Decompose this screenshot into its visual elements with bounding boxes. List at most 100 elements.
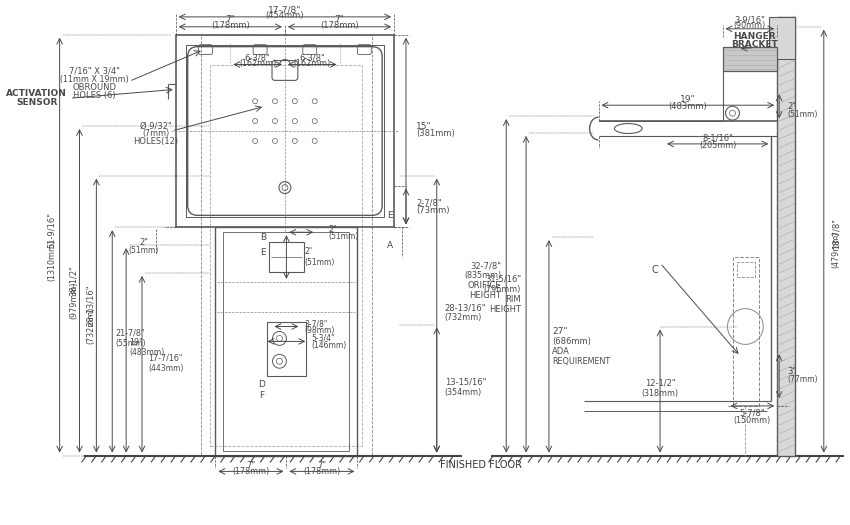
Text: (483mm): (483mm) bbox=[668, 102, 707, 111]
Bar bbox=[722, 47, 777, 71]
Text: ADA: ADA bbox=[552, 347, 570, 356]
Text: SENSOR: SENSOR bbox=[16, 98, 58, 107]
Text: 2": 2" bbox=[787, 102, 796, 111]
Text: 8-1/16": 8-1/16" bbox=[702, 133, 733, 142]
Text: E: E bbox=[387, 211, 393, 220]
Text: BRACKET: BRACKET bbox=[732, 40, 779, 49]
Text: FINISHED FLOOR: FINISHED FLOOR bbox=[440, 460, 523, 470]
Text: (77mm): (77mm) bbox=[787, 375, 818, 384]
Text: 28-13/16": 28-13/16" bbox=[445, 303, 486, 312]
Text: B: B bbox=[261, 233, 267, 242]
Text: (732mm): (732mm) bbox=[86, 307, 95, 344]
Text: A: A bbox=[387, 240, 394, 249]
Text: (7mm): (7mm) bbox=[142, 130, 169, 139]
Text: (835mm): (835mm) bbox=[464, 271, 501, 280]
Text: 51-9/16": 51-9/16" bbox=[48, 212, 56, 248]
Text: (1310mm): (1310mm) bbox=[48, 239, 56, 281]
Text: (162mm): (162mm) bbox=[293, 59, 331, 68]
Text: 2": 2" bbox=[328, 225, 337, 234]
Bar bbox=[738, 262, 756, 277]
Text: 5-3/4": 5-3/4" bbox=[311, 334, 335, 343]
Text: (51mm): (51mm) bbox=[328, 232, 359, 240]
Bar bbox=[176, 35, 394, 227]
Bar bbox=[201, 35, 372, 456]
Text: 21-7/8": 21-7/8" bbox=[116, 329, 144, 338]
Text: (55mm): (55mm) bbox=[116, 339, 145, 348]
Text: (51mm): (51mm) bbox=[787, 110, 818, 119]
Bar bbox=[215, 227, 357, 456]
Text: C: C bbox=[652, 265, 659, 275]
Text: (381mm): (381mm) bbox=[416, 130, 455, 139]
Text: ORIFICE: ORIFICE bbox=[468, 281, 502, 290]
Bar bbox=[224, 232, 349, 450]
Bar bbox=[769, 17, 795, 59]
Text: (483mm): (483mm) bbox=[129, 348, 164, 357]
Text: 19": 19" bbox=[680, 94, 695, 104]
Text: 7": 7" bbox=[246, 461, 256, 470]
Text: (98mm): (98mm) bbox=[304, 326, 335, 335]
Text: (90mm): (90mm) bbox=[734, 22, 766, 30]
Text: 6-3/8": 6-3/8" bbox=[299, 53, 325, 62]
Text: (178mm): (178mm) bbox=[232, 467, 269, 476]
Bar bbox=[185, 45, 384, 217]
Text: REQUIREMENT: REQUIREMENT bbox=[552, 357, 610, 366]
Text: 19": 19" bbox=[129, 338, 143, 347]
Text: D: D bbox=[258, 380, 265, 388]
Text: 5-7/8": 5-7/8" bbox=[740, 408, 765, 417]
Text: 7/16" X 3/4": 7/16" X 3/4" bbox=[69, 67, 120, 76]
Text: 38-1/2": 38-1/2" bbox=[69, 266, 78, 296]
Bar bbox=[267, 321, 306, 376]
Text: 2": 2" bbox=[139, 238, 149, 247]
Text: 17-7/16": 17-7/16" bbox=[148, 354, 183, 363]
Text: RIM: RIM bbox=[506, 295, 521, 304]
Bar bbox=[269, 242, 304, 272]
Text: (479mm): (479mm) bbox=[832, 230, 841, 268]
Text: (443mm): (443mm) bbox=[148, 364, 184, 373]
Text: HEIGHT: HEIGHT bbox=[469, 291, 502, 300]
Text: F: F bbox=[259, 392, 264, 401]
Text: (51mm): (51mm) bbox=[129, 246, 159, 255]
Text: HEIGHT: HEIGHT bbox=[489, 304, 521, 313]
Text: 32-7/8": 32-7/8" bbox=[470, 261, 502, 270]
Text: Ø 9/32": Ø 9/32" bbox=[140, 122, 172, 131]
Ellipse shape bbox=[615, 123, 643, 133]
Text: (11mm X 19mm): (11mm X 19mm) bbox=[60, 75, 128, 84]
Text: (205mm): (205mm) bbox=[699, 141, 736, 150]
Text: E: E bbox=[261, 248, 266, 257]
Text: (150mm): (150mm) bbox=[734, 416, 771, 425]
Text: 31-5/16": 31-5/16" bbox=[485, 275, 521, 284]
Text: (146mm): (146mm) bbox=[311, 341, 347, 350]
Text: ACTIVATION: ACTIVATION bbox=[7, 89, 67, 98]
Text: 2-7/8": 2-7/8" bbox=[416, 199, 441, 208]
Text: (73mm): (73mm) bbox=[416, 206, 450, 215]
Bar bbox=[722, 47, 777, 71]
Text: HOLES(12): HOLES(12) bbox=[133, 138, 178, 146]
Text: 7": 7" bbox=[225, 15, 235, 24]
Text: (178mm): (178mm) bbox=[303, 467, 341, 476]
Bar bbox=[211, 65, 362, 446]
Text: 7": 7" bbox=[317, 461, 326, 470]
Text: 28-13/16": 28-13/16" bbox=[86, 285, 95, 327]
Text: 3-7/8": 3-7/8" bbox=[304, 319, 327, 328]
Text: 12-1/2": 12-1/2" bbox=[645, 379, 676, 387]
Text: 17-7/8": 17-7/8" bbox=[269, 5, 302, 14]
Bar bbox=[734, 257, 759, 406]
Text: 3-9/16": 3-9/16" bbox=[734, 15, 765, 24]
Text: 13-15/16": 13-15/16" bbox=[445, 377, 486, 386]
Text: 18-7/8": 18-7/8" bbox=[832, 218, 841, 249]
Text: HANGER: HANGER bbox=[734, 32, 776, 41]
Text: HOLES (6): HOLES (6) bbox=[73, 91, 116, 100]
Bar bbox=[777, 17, 795, 456]
Text: (979mm): (979mm) bbox=[69, 282, 78, 319]
Text: (178mm): (178mm) bbox=[211, 22, 250, 30]
Text: 2"
(51mm): 2" (51mm) bbox=[304, 247, 335, 267]
Text: 15": 15" bbox=[416, 122, 432, 131]
Text: (318mm): (318mm) bbox=[642, 388, 678, 397]
Text: 27": 27" bbox=[552, 327, 568, 336]
Text: 7": 7" bbox=[335, 15, 344, 24]
Text: 6-3/8": 6-3/8" bbox=[245, 53, 270, 62]
Text: (732mm): (732mm) bbox=[445, 313, 482, 322]
Text: (686mm): (686mm) bbox=[552, 337, 591, 346]
Text: (354mm): (354mm) bbox=[445, 387, 482, 396]
Text: (454mm): (454mm) bbox=[266, 12, 304, 20]
